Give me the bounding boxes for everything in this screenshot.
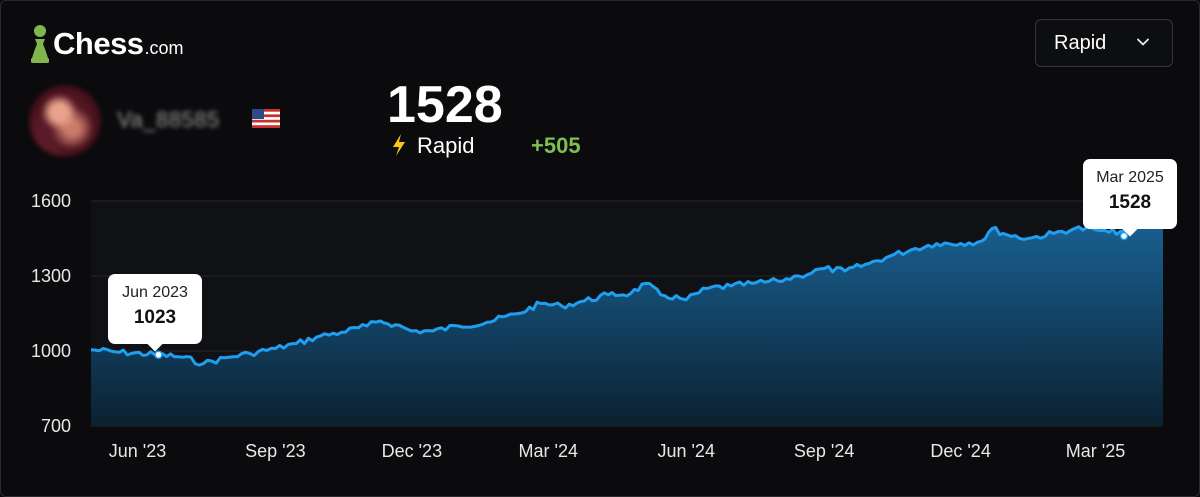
start-date-label: Jun 2023 xyxy=(122,284,188,301)
y-tick-label: 700 xyxy=(41,416,71,436)
lightning-bolt-icon xyxy=(393,134,405,156)
mode-dropdown[interactable]: Rapid xyxy=(1035,19,1173,67)
rating-line xyxy=(90,218,1164,367)
start-rating-tooltip: Jun 2023 1023 xyxy=(108,274,202,352)
x-tick-label: Jun '24 xyxy=(657,441,714,461)
brand-name: Chess xyxy=(53,26,144,61)
end-rating-tooltip: Mar 2025 1528 xyxy=(1083,159,1177,237)
x-tick-label: Dec '24 xyxy=(930,441,990,461)
mode-dropdown-value: Rapid xyxy=(1054,31,1107,54)
username[interactable]: Va_88585 xyxy=(117,107,220,132)
rating-change: +505 xyxy=(531,133,581,158)
brand-suffix: .com xyxy=(144,37,184,58)
x-tick-label: Mar '24 xyxy=(519,441,578,461)
us-flag-icon xyxy=(252,109,280,128)
y-tick-label: 1600 xyxy=(31,191,71,211)
mode-label: Rapid xyxy=(417,133,475,158)
end-date-label: Mar 2025 xyxy=(1096,169,1164,186)
end-rating-value: 1528 xyxy=(1108,192,1152,213)
start-rating-value: 1023 xyxy=(133,307,177,328)
x-tick-label: Jun '23 xyxy=(109,441,166,461)
x-tick-label: Dec '23 xyxy=(382,441,442,461)
chevron-down-icon xyxy=(1137,38,1149,46)
x-tick-label: Mar '25 xyxy=(1066,441,1125,461)
current-rating: 1528 xyxy=(387,76,503,134)
chess-logo[interactable]: Chess .com xyxy=(29,21,184,67)
y-tick-label: 1300 xyxy=(31,266,71,286)
avatar[interactable] xyxy=(29,85,101,157)
annotation-marker[interactable] xyxy=(1119,231,1129,241)
x-tick-label: Sep '23 xyxy=(245,441,306,461)
annotation-marker[interactable] xyxy=(154,350,163,359)
rating-area xyxy=(91,220,1163,426)
y-tick-label: 1000 xyxy=(31,341,71,361)
x-tick-label: Sep '24 xyxy=(794,441,855,461)
pawn-icon xyxy=(31,25,49,63)
